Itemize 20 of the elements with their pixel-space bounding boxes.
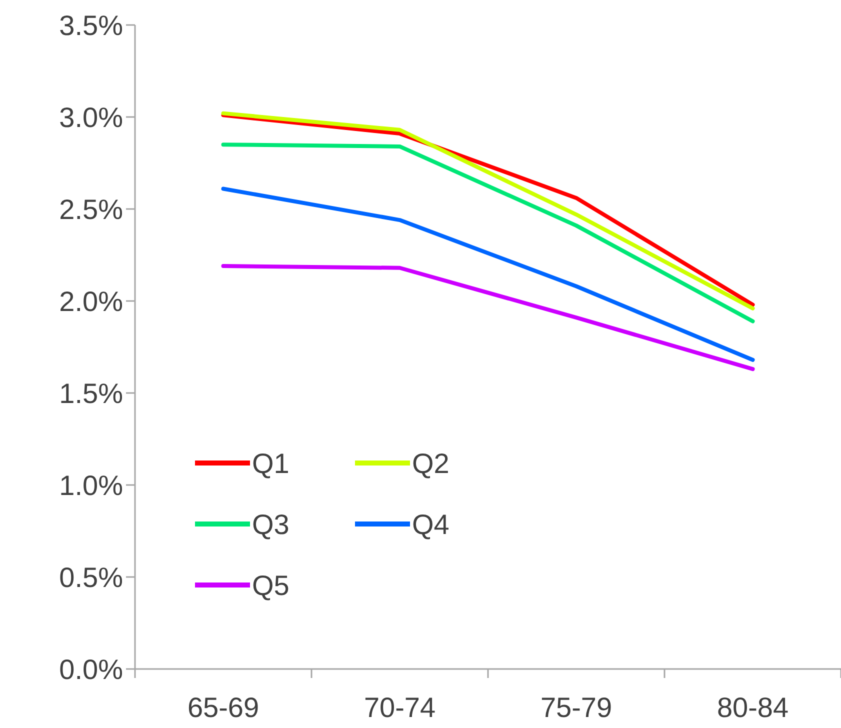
y-tick-label: 0.5% [59, 562, 123, 593]
legend-label: Q5 [252, 570, 290, 601]
y-tick-label: 0.0% [59, 654, 123, 685]
y-tick-label: 2.0% [59, 286, 123, 317]
y-tick-label: 1.5% [59, 378, 123, 409]
x-tick-label: 75-79 [540, 692, 612, 723]
x-tick-label: 80-84 [716, 692, 789, 723]
y-tick-label: 3.0% [59, 102, 123, 133]
x-tick-label: 65-69 [187, 692, 260, 723]
legend-label: Q3 [252, 508, 290, 540]
y-tick-label: 1.0% [59, 470, 123, 501]
legend-label: Q4 [412, 508, 450, 540]
line-series [221, 264, 755, 372]
x-tick-label: 70-74 [364, 692, 436, 723]
y-tick-label: 2.5% [59, 194, 123, 225]
line-series [221, 186, 755, 362]
line-series [221, 142, 755, 324]
legend-label: Q1 [252, 448, 290, 479]
y-tick-label: 3.5% [59, 10, 123, 41]
legend-label: Q2 [412, 448, 450, 479]
